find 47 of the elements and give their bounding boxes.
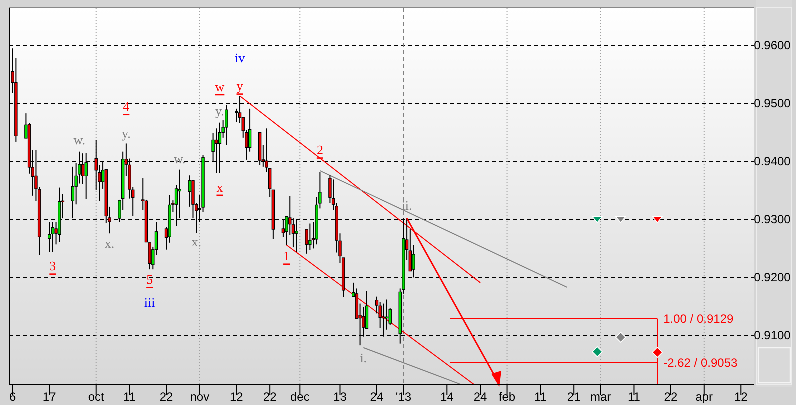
- x-tick-label: 12: [230, 390, 244, 404]
- annotation: i.: [360, 350, 368, 366]
- annotation: y.: [122, 126, 131, 142]
- x-tick-label: 22: [263, 390, 278, 404]
- annotation: x: [216, 180, 224, 195]
- x-tick-label: 22: [160, 390, 174, 404]
- x-tick-label: oct: [88, 390, 106, 404]
- annotation: 5: [146, 272, 154, 288]
- annotation: 1: [284, 248, 290, 264]
- x-tick-label: 24: [370, 390, 384, 404]
- x-tick-label: nov: [190, 390, 210, 404]
- y-tick-label: 0.9500: [754, 96, 792, 111]
- annotation: x.: [104, 236, 115, 252]
- x-tick-label: 11: [124, 390, 136, 404]
- x-tick-label: 22: [664, 390, 678, 404]
- y-tick-label: 0.9400: [754, 154, 792, 169]
- x-tick-label: 24: [474, 390, 488, 404]
- x-tick-label: 12: [734, 390, 748, 404]
- annotation: 1.00 / 0.9129: [664, 312, 734, 326]
- x-tick-label: 13: [334, 390, 348, 404]
- annotation: x.: [192, 234, 202, 250]
- annotation: -2.62 / 0.9053: [664, 356, 738, 370]
- x-tick-label: '13: [396, 390, 412, 404]
- y-tick-label: 0.9100: [754, 328, 792, 343]
- x-tick-label: 14: [440, 390, 454, 404]
- x-tick-label: 17: [42, 390, 57, 404]
- annotation: y: [236, 78, 244, 94]
- x-tick-label: apr: [696, 390, 714, 404]
- y-tick-label: 0.9200: [754, 270, 792, 285]
- x-tick-label: 6: [9, 390, 16, 404]
- annotation: w.: [174, 151, 186, 166]
- annotation: iv: [234, 50, 246, 66]
- annotation: iii: [144, 295, 156, 310]
- x-tick-label: feb: [498, 390, 516, 404]
- annotation: 2: [316, 142, 324, 158]
- annotation: 4: [123, 99, 130, 114]
- y-tick-label: 0.9300: [754, 212, 792, 227]
- annotation: 3: [50, 258, 56, 274]
- annotation: y.: [216, 103, 224, 118]
- x-tick-label: 11: [628, 390, 641, 404]
- x-tick-label: mar: [590, 390, 612, 404]
- x-tick-label: 21: [567, 390, 582, 404]
- x-tick-label: dec: [290, 390, 310, 404]
- annotation: w: [215, 79, 226, 94]
- x-tick-label: 11: [534, 390, 548, 404]
- y-tick-label: 0.9600: [754, 38, 792, 53]
- annotation: w.: [74, 132, 86, 148]
